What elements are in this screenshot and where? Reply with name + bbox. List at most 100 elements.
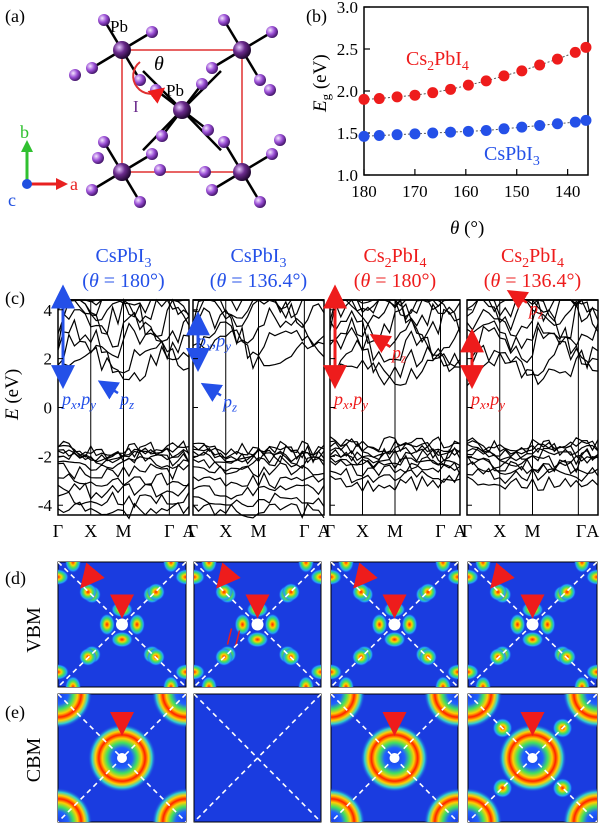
band-line	[329, 445, 461, 463]
iodine-atom	[254, 74, 266, 86]
orbital-lobe	[401, 613, 418, 636]
orbital-lobe	[586, 664, 597, 680]
cbm-label: CBM	[23, 738, 45, 783]
k-point-label: Γ	[435, 521, 445, 541]
orbital-label: px,py	[195, 330, 231, 353]
band-line	[192, 306, 325, 348]
bands-y-tick: -2	[38, 447, 52, 466]
band-line	[466, 438, 599, 455]
data-point	[427, 127, 439, 139]
chart-series	[358, 41, 592, 142]
y-tick-label: 2.0	[337, 82, 358, 101]
orbital-lobe	[194, 569, 205, 585]
band-line	[57, 440, 190, 459]
x-tick-label: 180	[351, 182, 377, 201]
header-formula: CsPbI3	[231, 245, 287, 271]
k-point-label: Γ	[164, 521, 174, 541]
map-content	[35, 539, 186, 698]
band-line	[57, 491, 190, 509]
header-formula: Cs2PbI4	[501, 245, 564, 271]
diagonal-line	[194, 694, 321, 822]
orbital-lobe	[331, 569, 342, 585]
vbm-map	[193, 523, 322, 688]
iodine-atom	[218, 136, 230, 148]
orbital-lobe	[338, 676, 354, 687]
orbital-lobe	[435, 562, 451, 573]
band-line	[466, 299, 599, 332]
cbm-map	[467, 693, 598, 823]
corner-arrow	[80, 562, 105, 589]
map-content	[468, 694, 597, 822]
iodine-atom	[92, 152, 104, 164]
band-line	[466, 475, 599, 491]
band-line	[466, 447, 599, 466]
diagonal-line	[468, 562, 597, 687]
iodine-atom	[146, 148, 158, 160]
orbital-lobe	[475, 676, 491, 687]
lead-atom	[113, 163, 131, 181]
data-point	[551, 53, 563, 65]
corner-arrow	[353, 562, 378, 589]
orbital-lobe	[194, 664, 205, 680]
orbital-lobe	[447, 539, 469, 555]
iodine-atom	[134, 196, 146, 208]
band-line	[329, 440, 461, 458]
band-line	[329, 475, 461, 493]
iodine-atom	[196, 78, 208, 90]
diagonal-line	[194, 562, 321, 687]
orbital-lobe	[246, 631, 269, 648]
data-point	[427, 87, 439, 99]
band-line	[329, 467, 461, 484]
orbital-lobe	[35, 676, 51, 698]
bands-y-tick: 4	[44, 301, 53, 320]
axis-c-label: c	[8, 190, 16, 210]
diagonal-line	[58, 562, 186, 687]
data-point	[462, 79, 474, 91]
vbm-map	[35, 539, 187, 698]
iodine-atom	[266, 148, 278, 160]
band-line	[329, 339, 461, 379]
iodine-atom	[218, 14, 230, 26]
theta-label: θ	[154, 53, 164, 75]
panel-d-label: (d)	[5, 568, 26, 589]
data-point	[373, 130, 385, 142]
data-point	[462, 125, 474, 137]
map-content	[468, 562, 597, 687]
data-point	[516, 121, 528, 133]
orbital-lobe	[447, 569, 458, 585]
band-line	[57, 450, 190, 467]
side-lobe	[552, 778, 573, 798]
pb-label: Pb	[110, 17, 128, 36]
map-content	[194, 694, 321, 822]
iodine-lobe	[282, 523, 300, 541]
orbital-lobe	[475, 562, 491, 573]
k-point-label: Γ	[53, 521, 63, 541]
data-point	[516, 65, 528, 77]
orbital-lobe	[264, 613, 281, 636]
band-header: CsPbI3(θ = 180°)	[82, 245, 164, 292]
side-lobe	[492, 778, 513, 798]
orbital-lobe	[201, 676, 217, 687]
iodine-atom	[202, 124, 214, 136]
data-point	[358, 93, 370, 105]
chart-frame	[363, 6, 589, 176]
panel-c-label: (c)	[5, 288, 25, 309]
orbital-lobe	[298, 562, 314, 573]
orbital-lobe	[47, 539, 69, 555]
distortion-mark	[226, 628, 241, 647]
orbital-label: px,py	[60, 389, 96, 412]
pz-arrow	[369, 333, 393, 354]
cbm-map	[57, 693, 187, 823]
data-point	[391, 91, 403, 103]
data-point	[480, 124, 492, 136]
band-header: Cs2PbI4(θ = 136.4°)	[484, 245, 581, 292]
k-point-label: X	[84, 521, 97, 541]
diagonal-line	[468, 562, 597, 687]
data-point	[534, 59, 546, 71]
data-point	[580, 114, 592, 126]
iodine-atom	[98, 136, 110, 148]
iodine-atom	[156, 130, 168, 142]
diagonal-line	[468, 694, 597, 822]
